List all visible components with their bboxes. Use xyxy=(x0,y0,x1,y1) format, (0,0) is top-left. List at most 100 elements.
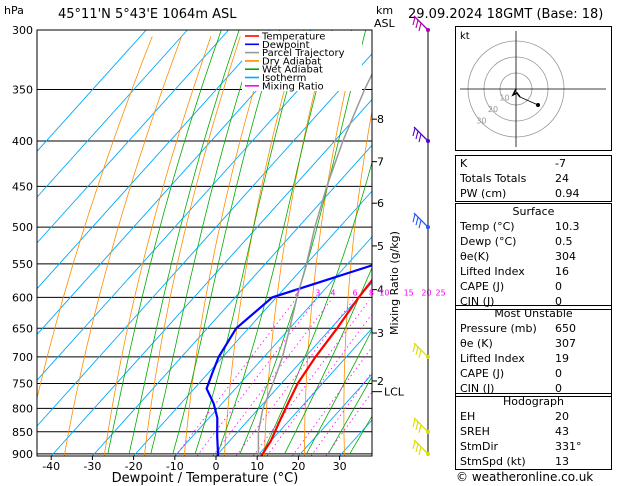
index-row: Totals Totals 24 xyxy=(456,171,611,186)
index-value: 13 xyxy=(555,455,569,468)
dry-adiabat xyxy=(620,36,629,456)
pressure-tick-label: 800 xyxy=(12,402,33,415)
index-row: SREH 43 xyxy=(456,424,611,439)
isotherm-line xyxy=(37,30,147,153)
x-tick-label: -10 xyxy=(166,460,184,473)
index-value: 16 xyxy=(555,265,569,278)
wind-barb-feather xyxy=(415,421,419,430)
temperature-axis: -40 -30 -20 -10 0 10 20 30 xyxy=(42,456,347,473)
mixing-ratio-label: 15 xyxy=(404,288,414,297)
lcl-label: LCL xyxy=(384,386,405,399)
x-tick-label: 20 xyxy=(291,460,305,473)
index-row: Lifted Index 19 xyxy=(456,351,611,366)
wind-barb-feather xyxy=(415,346,419,356)
wind-barb-feather xyxy=(418,22,422,32)
isotherm-line xyxy=(298,373,372,456)
km-tick-label: 4 xyxy=(377,284,384,297)
wet-adiabat xyxy=(261,160,372,455)
index-value: 0 xyxy=(555,367,562,380)
datetime-label: 29.09.2024 18GMT (Base: 18) xyxy=(408,7,603,22)
mixing-ratio-label: 3 xyxy=(315,288,320,297)
index-label: CAPE (J) xyxy=(460,280,505,293)
mixing-ratio-line xyxy=(235,300,354,456)
parcel-trajectory-line xyxy=(257,72,372,456)
index-label: Totals Totals xyxy=(460,172,527,185)
hodograph-ring-label: 30 xyxy=(476,117,486,126)
legend-item-label: Dry Adiabat xyxy=(262,56,321,67)
mixing-ratio-line xyxy=(212,300,331,456)
x-axis-label: Dewpoint / Temperature (°C) xyxy=(112,471,299,486)
surface-title: Surface xyxy=(512,205,555,218)
wet-adiabat xyxy=(327,375,372,455)
dry-adiabat xyxy=(63,36,182,456)
dewpoint-line xyxy=(205,264,372,456)
hodograph-ring-label: 20 xyxy=(488,105,498,114)
index-label: SREH xyxy=(460,425,490,438)
index-label: CAPE (J) xyxy=(460,367,505,380)
index-value: 20 xyxy=(555,410,569,423)
index-row: EH 20 xyxy=(456,409,611,424)
isotherm-line xyxy=(37,30,188,198)
x-tick-label: -30 xyxy=(83,460,101,473)
wind-barb-feather xyxy=(418,446,422,455)
index-value: 307 xyxy=(555,337,576,350)
mixing-ratio-line xyxy=(266,313,372,456)
dry-adiabat xyxy=(304,36,358,456)
mixing-ratio-line xyxy=(291,346,372,456)
wind-barbs xyxy=(412,15,430,456)
index-label: θe(K) xyxy=(460,250,490,263)
index-row: CAPE (J) 0 xyxy=(456,366,611,381)
pressure-tick-label: 500 xyxy=(12,221,33,234)
km-tick-label: 8 xyxy=(377,113,384,126)
mixing-ratio-axis-label: Mixing Ratio (g/kg) xyxy=(388,231,401,335)
pressure-tick-label: 400 xyxy=(12,135,33,148)
legend-item-label: Temperature xyxy=(261,32,325,43)
isotherm-line xyxy=(174,236,372,456)
index-label: Dewp (°C) xyxy=(460,235,517,248)
wind-barb-feather xyxy=(412,213,416,223)
index-label: PW (cm) xyxy=(460,187,507,200)
index-label: CIN (J) xyxy=(460,295,495,308)
dry-adiabat xyxy=(37,36,153,400)
index-value: 304 xyxy=(555,250,576,263)
index-row: Temp (°C) 10.3 xyxy=(456,219,611,234)
station-label: 45°11'N 5°43'E 1064m ASL xyxy=(58,7,237,22)
mixing-ratio-label: 2 xyxy=(295,288,300,297)
dry-adiabat xyxy=(143,36,241,456)
index-row: StmDir 331° xyxy=(456,439,611,454)
x-tick-label: 10 xyxy=(250,460,264,473)
km-unit-label: km xyxy=(376,4,393,17)
index-value: 331° xyxy=(555,440,582,453)
isotherm-line xyxy=(256,327,372,456)
mixing-ratio-line xyxy=(175,300,295,456)
hodograph-table: Hodograph EH 20 SREH 43 StmDir 331° StmSpd (kt… xyxy=(455,393,612,470)
index-value: -7 xyxy=(555,157,566,170)
index-label: StmDir xyxy=(460,440,499,453)
index-label: CIN (J) xyxy=(460,382,495,395)
mixing-ratio-label: 8 xyxy=(369,288,374,297)
pressure-tick-label: 650 xyxy=(12,322,33,335)
wind-barb-feather xyxy=(412,16,416,26)
wind-barb-feather xyxy=(418,219,422,229)
pressure-tick-label: 900 xyxy=(12,448,33,461)
index-label: Pressure (mb) xyxy=(460,322,537,335)
indices-top-table: K -7 Totals Totals 24 PW (cm) 0.94 xyxy=(455,155,612,202)
isotherm-line xyxy=(37,30,353,381)
index-row: CIN (J) 0 xyxy=(456,381,611,396)
wind-barb-feather xyxy=(415,130,419,140)
wet-adiabat xyxy=(306,328,372,455)
x-tick-label: -20 xyxy=(125,460,143,473)
wind-barb-feather xyxy=(418,349,422,359)
index-label: Temp (°C) xyxy=(460,220,515,233)
km-tick-label: 3 xyxy=(377,327,384,340)
index-row: CIN (J) 0 xyxy=(456,294,611,309)
skewt-grid xyxy=(37,30,629,456)
index-row: Lifted Index 16 xyxy=(456,264,611,279)
wind-barb-feather xyxy=(412,440,416,449)
mixing-ratio-label: 10 xyxy=(379,288,389,297)
wind-barb-feather xyxy=(412,418,416,427)
dry-adiabat xyxy=(183,36,270,456)
mixing-ratio-line xyxy=(310,371,372,456)
